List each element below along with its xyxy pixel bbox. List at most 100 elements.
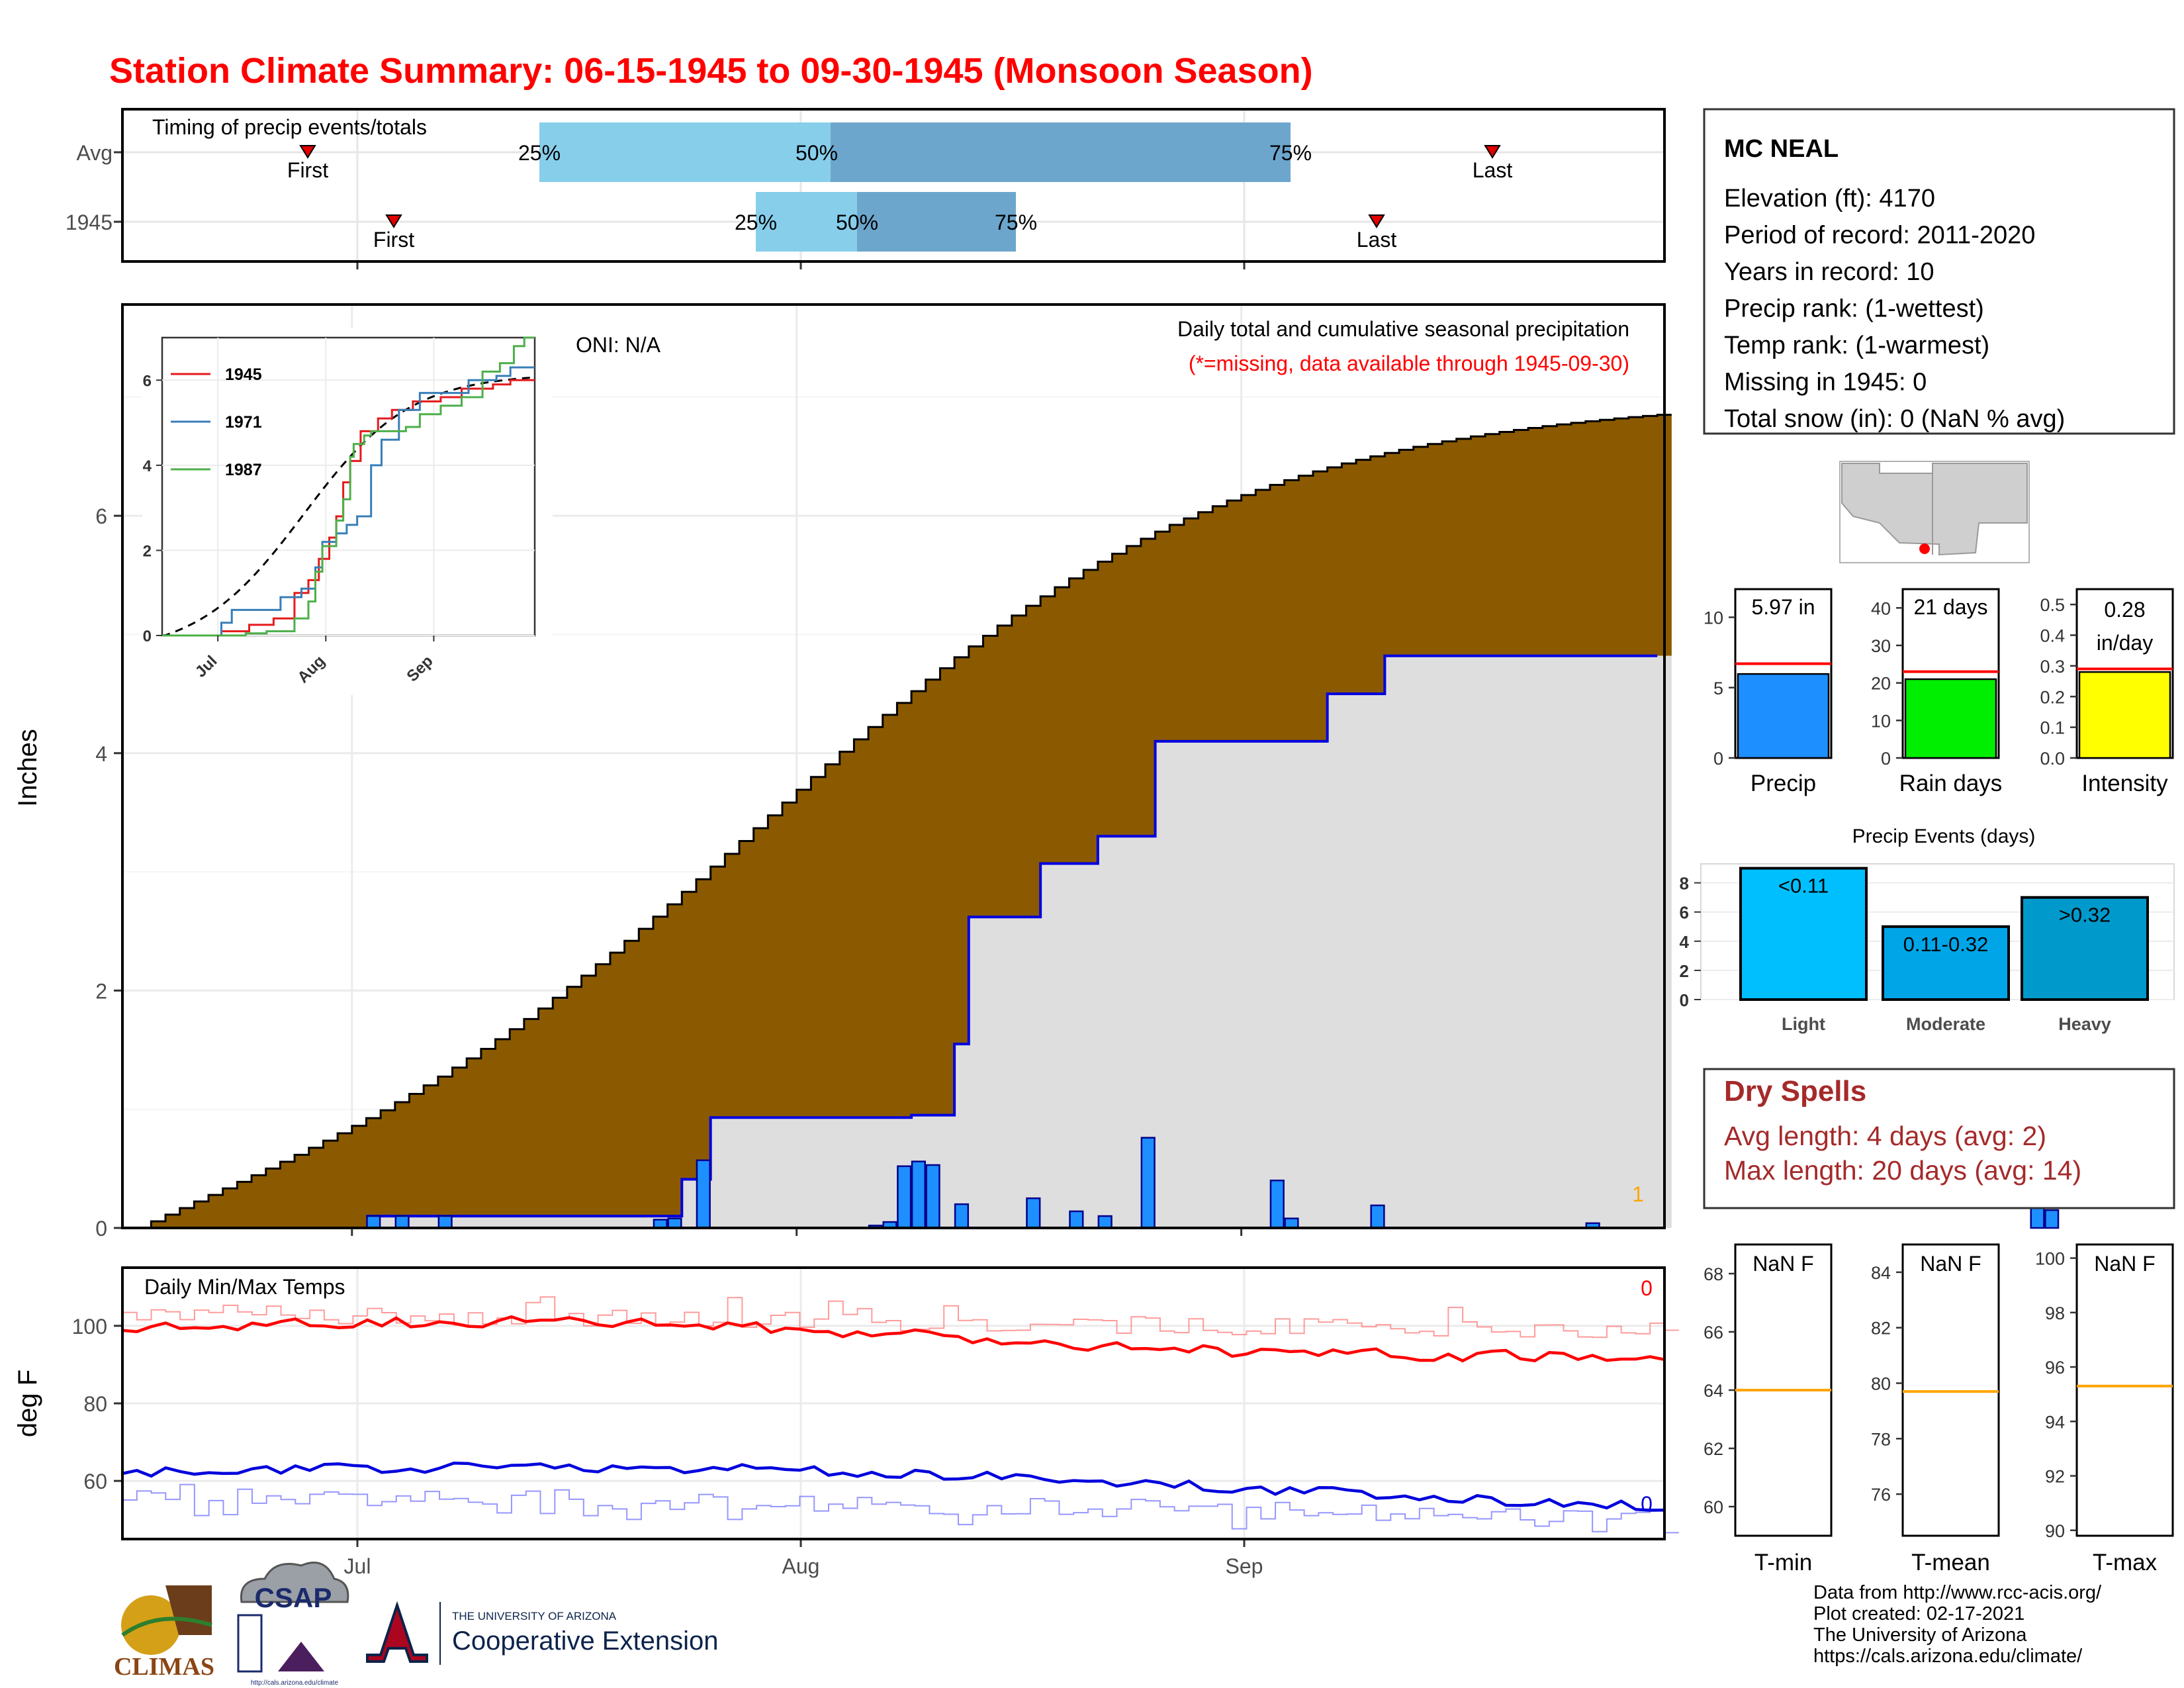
gauge-tick-label: 20 xyxy=(1871,674,1891,694)
inset-line-1945 xyxy=(162,379,535,637)
gauge-fill xyxy=(1904,678,1997,759)
gauge-tick-label: 0.0 xyxy=(2040,749,2065,769)
timing-panel-border xyxy=(121,108,1666,263)
temp-gauge-value: NaN F xyxy=(2094,1252,2155,1276)
daily-precip-bar xyxy=(696,1159,711,1229)
inset-avg-line xyxy=(161,376,535,637)
daily-precip-bar xyxy=(1026,1197,1041,1229)
footer-line: Data from http://www.rcc-acis.org/ xyxy=(1813,1582,2102,1603)
gauge-label: Precip xyxy=(1751,771,1816,796)
inset-ytick-label: 6 xyxy=(143,372,152,390)
daily-precip-bar xyxy=(366,1215,381,1229)
temp-gauge-tick-label: 84 xyxy=(1871,1263,1891,1283)
inset-legend-label: 1987 xyxy=(225,461,262,479)
temp-gauge-tick-label: 80 xyxy=(1871,1374,1891,1394)
temp-gauge-tick-label: 82 xyxy=(1871,1319,1891,1338)
event-bar-label: 0.11-0.32 xyxy=(1903,933,1989,956)
timing-marker xyxy=(1368,214,1385,228)
dry-spells-avg: Avg length: 4 days (avg: 2) xyxy=(1724,1121,2046,1151)
main-ytick-label: 0 xyxy=(95,1217,107,1241)
main-ytick-label: 6 xyxy=(95,504,107,528)
station-info-line: Elevation (ft): 4170 xyxy=(1724,185,1935,212)
timing-bar-25-50 xyxy=(539,122,831,182)
timing-bar-25-50 xyxy=(756,192,857,252)
missing-note: (*=missing, data available through 1945-… xyxy=(1189,352,1629,375)
daily-precip-bar xyxy=(911,1160,927,1229)
gauge-tick-label: 0.3 xyxy=(2040,657,2065,677)
timing-percent-label: 25% xyxy=(518,141,561,165)
gauge-tick-label: 10 xyxy=(1871,711,1891,731)
daily-precip-bar xyxy=(394,1215,410,1229)
timing-marker-label: Last xyxy=(1357,228,1397,252)
page-title: Station Climate Summary: 06-15-1945 to 0… xyxy=(109,51,1313,91)
footer-line: Plot created: 02-17-2021 xyxy=(1813,1603,2025,1624)
inset-ytick-label: 2 xyxy=(143,542,152,560)
event-bar xyxy=(1882,925,2010,1001)
station-info-line: Temp rank: (1-warmest) xyxy=(1724,332,1989,359)
gauge-tick-label: 0 xyxy=(1881,749,1891,769)
dry-spells-title: Dry Spells xyxy=(1724,1075,1866,1107)
timing-row-label: Avg xyxy=(76,141,113,165)
csap-logo-rain xyxy=(237,1614,263,1673)
station-info-line: Total snow (in): 0 (NaN % avg) xyxy=(1724,405,2065,433)
timing-bar-50-75 xyxy=(857,192,1016,252)
daily-precip-bar xyxy=(1269,1180,1285,1229)
daily-precip-bar xyxy=(1097,1215,1113,1229)
csap-logo-url: http://cals.arizona.edu/climate xyxy=(251,1679,339,1687)
gauge-tick-label: 0.1 xyxy=(2040,718,2065,738)
events-tick-label: 2 xyxy=(1680,961,1689,981)
gauge-value: 0.28 xyxy=(2104,598,2145,622)
timing-percent-label: 50% xyxy=(836,211,878,234)
inset-legend-label: 1971 xyxy=(225,413,262,432)
gauge-tick-label: 5 xyxy=(1713,679,1723,698)
csap-logo-cloud xyxy=(240,1562,349,1603)
temp-gauge-tick-label: 64 xyxy=(1704,1381,1723,1401)
event-category-label: Heavy xyxy=(2058,1014,2111,1034)
data-source-footer: Data from http://www.rcc-acis.org/ Plot … xyxy=(1813,1582,2101,1667)
ua-logo-line2: Cooperative Extension xyxy=(452,1626,718,1656)
temp-gauge-value: NaN F xyxy=(1920,1252,1981,1276)
inset-line-1971 xyxy=(162,366,535,637)
station-info-line: Period of record: 2011-2020 xyxy=(1724,222,2035,250)
main-ytick-label: 2 xyxy=(95,979,107,1003)
season-cumulative-line xyxy=(366,654,1658,1218)
station-info-box xyxy=(1703,108,2175,435)
events-tick-label: 0 xyxy=(1680,990,1689,1010)
timing-bar-50-75 xyxy=(831,122,1291,182)
temp-xtick-label: Jul xyxy=(344,1554,371,1578)
missing-count: 1 xyxy=(1632,1182,1644,1206)
gauge-fill xyxy=(2078,671,2171,759)
temp-gauge-tick-label: 60 xyxy=(1704,1497,1723,1517)
temp-ytick-label: 80 xyxy=(83,1392,107,1416)
avg-surplus-area xyxy=(122,414,1672,1228)
gauge-tick-label: 0 xyxy=(1713,749,1723,769)
gauge-tick-label: 0.5 xyxy=(2040,595,2065,615)
timing-marker-label: First xyxy=(287,158,328,182)
temp-ytick-label: 100 xyxy=(72,1315,107,1338)
temp-gauge-label: T-min xyxy=(1754,1550,1813,1575)
main-caption: Daily total and cumulative seasonal prec… xyxy=(1177,317,1629,341)
main-ylabel: Inches xyxy=(13,729,42,807)
timing-percent-label: 25% xyxy=(735,211,777,234)
temp-gauge-frame xyxy=(2075,1243,2174,1537)
events-title: Precip Events (days) xyxy=(1852,825,2036,847)
inset-line-1987 xyxy=(162,336,535,637)
gauge-label: Rain days xyxy=(1899,771,2003,796)
temp-gauge-tick-label: 100 xyxy=(2035,1249,2065,1269)
max-missing-count: 0 xyxy=(1641,1276,1653,1300)
climas-logo-swoosh xyxy=(121,1617,212,1637)
temp-gauge-label: T-mean xyxy=(1911,1550,1990,1575)
daily-precip-bar xyxy=(2044,1209,2060,1229)
temp-gauge-label: T-max xyxy=(2093,1550,2158,1575)
daily-precip-bar xyxy=(1370,1204,1385,1229)
gauge-tick-label: 0.4 xyxy=(2040,626,2065,646)
gauge-label: Intensity xyxy=(2081,771,2168,796)
temp-gauge-tick-label: 66 xyxy=(1704,1323,1723,1342)
temp-gauge-tick-label: 62 xyxy=(1704,1439,1723,1459)
daily-precip-bar xyxy=(667,1217,682,1229)
main-panel-border xyxy=(121,303,1666,1229)
events-tick-label: 4 xyxy=(1680,932,1690,952)
temp-gauge-tick-label: 68 xyxy=(1704,1264,1723,1284)
timing-marker xyxy=(385,214,402,228)
ua-logo-a xyxy=(366,1601,428,1663)
